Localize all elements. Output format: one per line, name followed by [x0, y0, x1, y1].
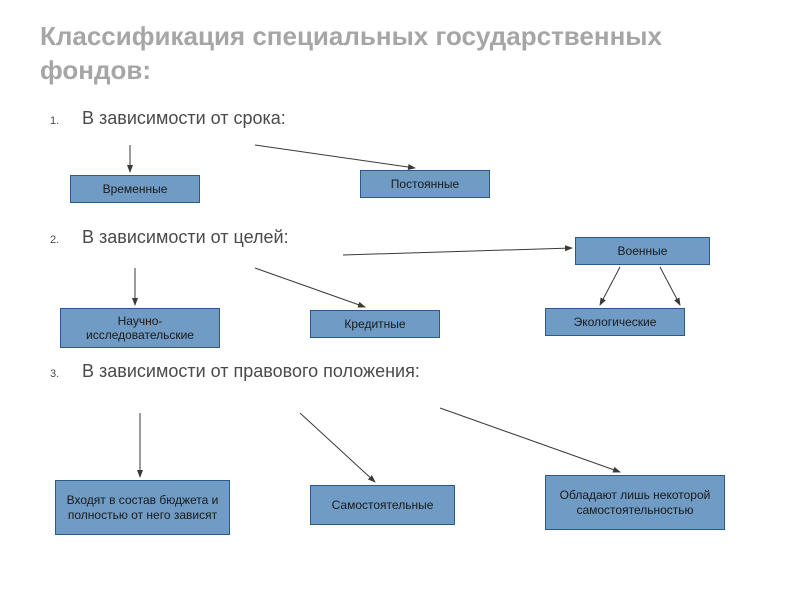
slide-title: Классификация специальных государственны… [40, 20, 760, 88]
box-independent: Самостоятельные [310, 485, 455, 525]
list-number-2: 2. [50, 234, 64, 246]
slide-container: Классификация специальных государственны… [0, 0, 800, 600]
section-1: 1. В зависимости от срока: [40, 108, 760, 129]
list-number-1: 1. [50, 115, 64, 127]
box-budget: Входят в состав бюджета и полностью от н… [55, 480, 230, 535]
list-number-3: 3. [50, 368, 64, 380]
box-research: Научно-исследовательские [60, 308, 220, 348]
section-3-text: В зависимости от правового положения: [82, 361, 420, 382]
section-3: 3. В зависимости от правового положения: [40, 361, 760, 382]
box-ecological: Экологические [545, 308, 685, 336]
section-2-text: В зависимости от целей: [82, 227, 289, 248]
box-temporary: Временные [70, 175, 200, 203]
box-military: Военные [575, 237, 710, 265]
section-1-text: В зависимости от срока: [82, 108, 286, 129]
box-credit: Кредитные [310, 310, 440, 338]
box-permanent: Постоянные [360, 170, 490, 198]
box-partial: Обладают лишь некоторой самостоятельност… [545, 475, 725, 530]
